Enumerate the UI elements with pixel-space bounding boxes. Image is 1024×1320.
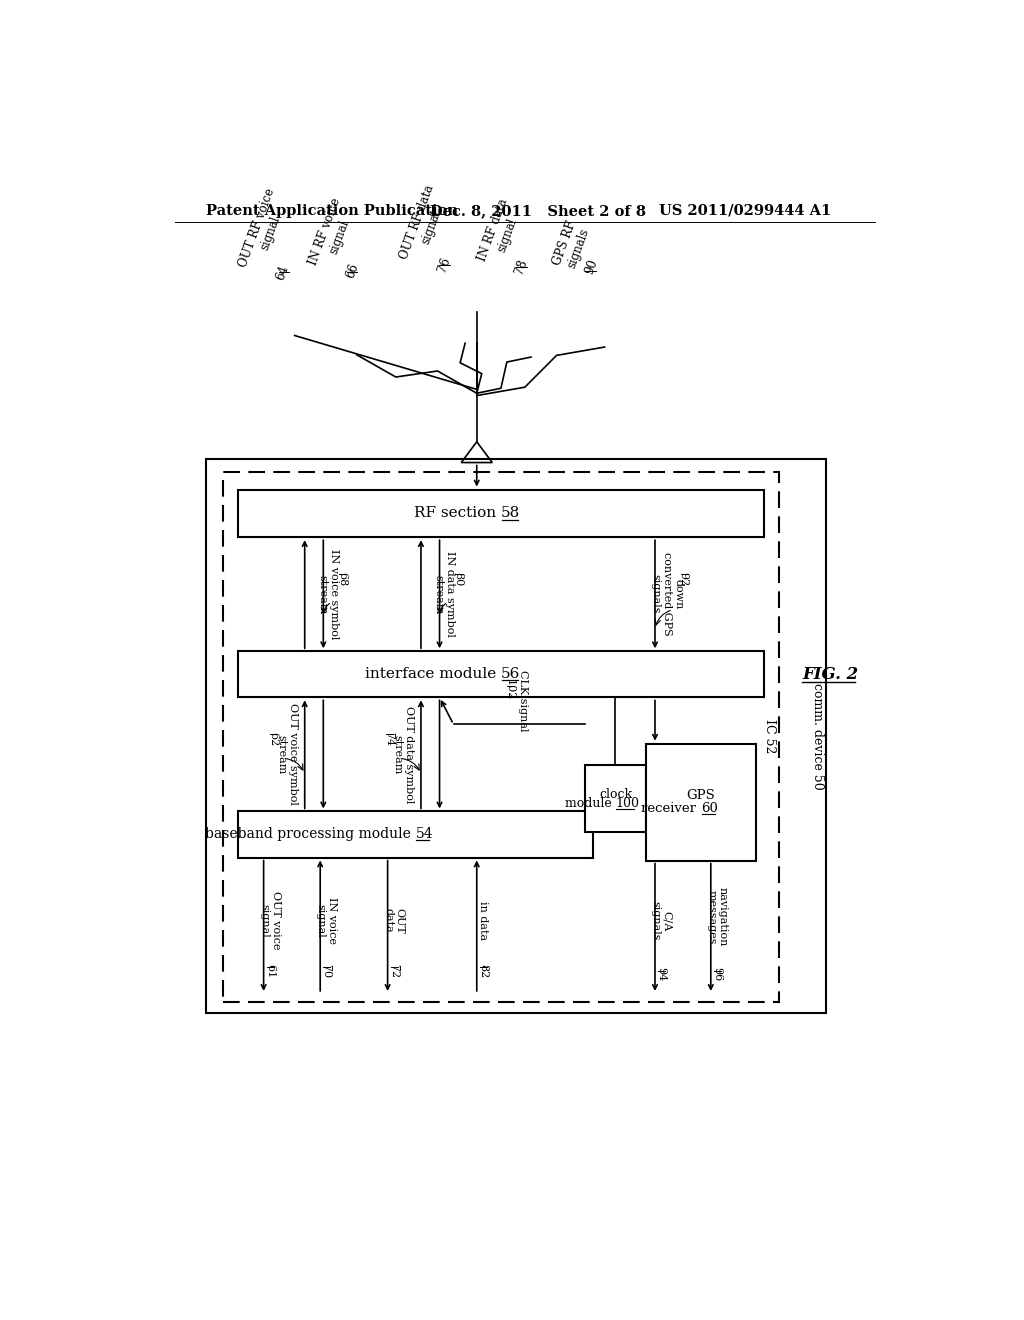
Text: OUT RF data
signal: OUT RF data signal bbox=[397, 183, 451, 267]
Text: IN RF voice
signal: IN RF voice signal bbox=[306, 197, 357, 272]
Bar bbox=[586, 766, 646, 832]
Text: OUT voice symbol
stream: OUT voice symbol stream bbox=[276, 704, 298, 805]
Text: baseband processing module: baseband processing module bbox=[205, 828, 416, 841]
Text: IN RF data
signal: IN RF data signal bbox=[475, 197, 524, 268]
Text: comm. device 50: comm. device 50 bbox=[811, 682, 824, 789]
Bar bbox=[238, 490, 764, 537]
Text: RF section: RF section bbox=[414, 507, 501, 520]
Text: 58: 58 bbox=[501, 507, 520, 520]
Text: receiver: receiver bbox=[641, 801, 700, 814]
Text: 78: 78 bbox=[513, 257, 530, 276]
Text: module: module bbox=[564, 797, 615, 809]
Text: 102: 102 bbox=[505, 678, 515, 701]
Text: down
converted GPS
signals: down converted GPS signals bbox=[650, 552, 683, 636]
Text: GPS: GPS bbox=[686, 789, 715, 803]
Text: in data: in data bbox=[478, 902, 488, 940]
Text: 68: 68 bbox=[337, 572, 347, 586]
Text: 94: 94 bbox=[656, 968, 667, 982]
Text: 80: 80 bbox=[454, 572, 463, 586]
Text: 62: 62 bbox=[268, 731, 278, 746]
Text: US 2011/0299444 A1: US 2011/0299444 A1 bbox=[658, 203, 831, 218]
Text: Dec. 8, 2011   Sheet 2 of 8: Dec. 8, 2011 Sheet 2 of 8 bbox=[430, 203, 646, 218]
Text: 96: 96 bbox=[712, 968, 722, 982]
Text: 100: 100 bbox=[615, 797, 639, 809]
Text: 90: 90 bbox=[583, 257, 600, 276]
Text: Patent Application Publication: Patent Application Publication bbox=[206, 203, 458, 218]
Text: OUT
data: OUT data bbox=[383, 908, 404, 933]
Text: C/A
signals: C/A signals bbox=[650, 902, 672, 940]
Text: IN voice symbol
stream: IN voice symbol stream bbox=[317, 549, 339, 639]
Text: 56: 56 bbox=[501, 668, 520, 681]
Text: 60: 60 bbox=[700, 801, 718, 814]
Bar bbox=[206, 459, 825, 1014]
Text: interface module: interface module bbox=[365, 668, 501, 681]
Text: FIG. 2: FIG. 2 bbox=[802, 665, 858, 682]
Bar bbox=[238, 812, 593, 858]
Text: IN data symbol
stream: IN data symbol stream bbox=[433, 552, 455, 638]
Text: 66: 66 bbox=[344, 261, 361, 280]
Bar bbox=[238, 651, 764, 697]
Bar bbox=[222, 471, 779, 1002]
Text: 61: 61 bbox=[265, 964, 274, 978]
Text: 70: 70 bbox=[322, 964, 332, 978]
Text: 92: 92 bbox=[679, 572, 689, 586]
Text: 82: 82 bbox=[478, 964, 488, 978]
Text: IC 52: IC 52 bbox=[763, 719, 776, 754]
Text: CLK signal: CLK signal bbox=[518, 671, 528, 733]
Text: IN voice
signal: IN voice signal bbox=[315, 898, 337, 944]
Text: OUT data symbol
stream: OUT data symbol stream bbox=[392, 706, 414, 803]
Text: 74: 74 bbox=[384, 731, 394, 746]
Text: OUT RF voice
signal: OUT RF voice signal bbox=[237, 186, 291, 275]
Text: 76: 76 bbox=[435, 255, 453, 275]
Text: 72: 72 bbox=[389, 964, 398, 978]
Bar bbox=[646, 743, 756, 861]
Text: navigation
messages: navigation messages bbox=[707, 887, 728, 946]
Text: clock: clock bbox=[599, 788, 632, 800]
Text: GPS RF
signals: GPS RF signals bbox=[550, 219, 592, 272]
Text: OUT voice
signal: OUT voice signal bbox=[259, 891, 281, 950]
Text: 54: 54 bbox=[416, 828, 433, 841]
Text: 64: 64 bbox=[274, 263, 292, 281]
